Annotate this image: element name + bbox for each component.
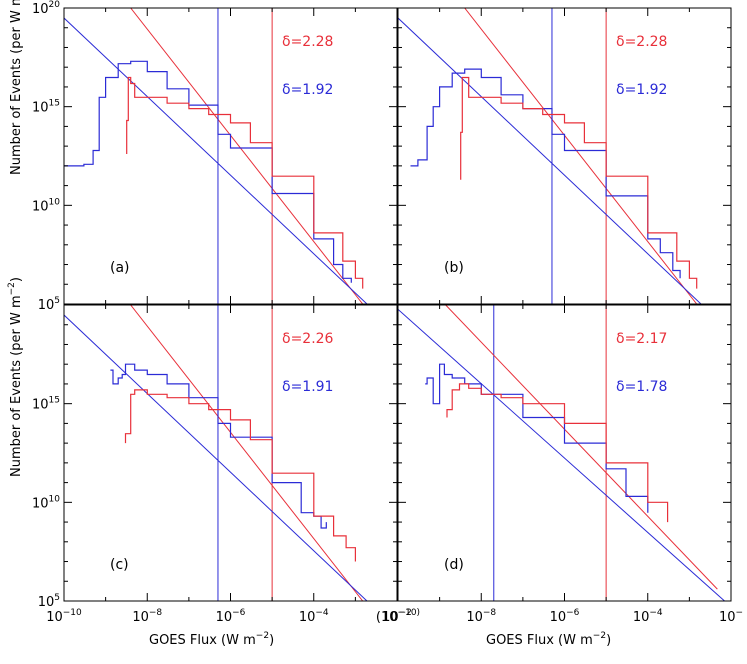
panel-1-plot-area bbox=[398, 8, 702, 304]
x-axis-title-left-sup: −2 bbox=[256, 631, 269, 641]
panel-2-delta-red: δ=2.26 bbox=[282, 331, 334, 347]
panel-1-series-blue bbox=[410, 68, 681, 279]
panel-1-delta-red: δ=2.28 bbox=[616, 34, 667, 50]
x-axis-title-right: GOES Flux (W m−2) bbox=[486, 631, 611, 648]
panel-0-ytick-label: 1015 bbox=[32, 99, 60, 116]
panel-0-ytick-label: 1010 bbox=[32, 197, 60, 214]
panel-0-ytick-label: 105 bbox=[38, 296, 60, 313]
panel-2-label: (c) bbox=[110, 557, 129, 573]
panel-2-delta-blue: δ=1.91 bbox=[282, 379, 333, 395]
panel-1-fit-blue bbox=[398, 17, 702, 304]
panel-0-ytick-label: 1020 bbox=[32, 0, 60, 17]
panel-2-ytick-label: 1010 bbox=[32, 494, 60, 511]
panel-2-ytick-label: 1015 bbox=[32, 396, 60, 413]
panel-2-fit-red bbox=[130, 305, 364, 601]
y-axis-title-sup: −2 bbox=[7, 282, 17, 295]
panel-3-fit-red bbox=[445, 305, 718, 590]
panel-1-label: (b) bbox=[444, 260, 464, 276]
panel-0-delta-red: δ=2.28 bbox=[282, 34, 333, 50]
x-axis-title-left-close: ) bbox=[269, 633, 274, 648]
panel-0-fit-red bbox=[130, 8, 364, 304]
x-tick-label-left: 10−8 bbox=[132, 608, 162, 625]
panel-2-plot-area bbox=[64, 305, 368, 601]
x-tick-label-left: 10−2 bbox=[382, 608, 412, 625]
x-axis-title-left: GOES Flux (W m−2) bbox=[149, 631, 274, 648]
panel-0-series-blue bbox=[64, 60, 352, 283]
y-axis-title: Number of Events (per W m−2) bbox=[7, 277, 24, 477]
x-tick-label-left: 10−4 bbox=[299, 608, 329, 625]
y-axis-title-top: Number of Events (per W m−2) bbox=[7, 0, 24, 175]
panel-0-series-red bbox=[126, 76, 364, 289]
panel-0-plot-area bbox=[64, 8, 368, 304]
panel-3-series-blue bbox=[425, 363, 649, 513]
panel-3-fit-blue bbox=[398, 309, 725, 601]
y-axis-title-close: ) bbox=[9, 277, 24, 282]
x-tick-label-left: 10−6 bbox=[216, 608, 246, 625]
x-axis-title-right-close: ) bbox=[606, 633, 611, 648]
x-axis-title-right-sup: −2 bbox=[593, 631, 606, 641]
panel-1-series-red bbox=[460, 76, 698, 289]
panel-3-plot-area bbox=[398, 305, 725, 601]
panel-2-fit-blue bbox=[64, 314, 368, 601]
x-tick-label-right: (10−10) bbox=[376, 608, 420, 625]
x-axis-title-right-text: GOES Flux (W m bbox=[486, 633, 593, 648]
x-tick-label-right: 10−6 bbox=[550, 608, 580, 625]
y-axis-title-top-text: Number of Events (per W m bbox=[9, 0, 24, 175]
panel-3-series-red bbox=[446, 383, 669, 523]
x-tick-label-left: 10−10 bbox=[46, 608, 82, 625]
panel-3-label: (d) bbox=[444, 557, 464, 573]
panel-0-fit-blue bbox=[64, 17, 368, 304]
panel-3-delta-blue: δ=1.78 bbox=[616, 379, 667, 395]
panel-1-fit-red bbox=[464, 8, 698, 304]
y-axis-title-text: Number of Events (per W m bbox=[9, 295, 24, 477]
x-tick-label-right: 10−8 bbox=[466, 608, 496, 625]
x-axis-title-left-text: GOES Flux (W m bbox=[149, 633, 256, 648]
panel-1-delta-blue: δ=1.92 bbox=[616, 82, 667, 98]
panel-0-delta-blue: δ=1.92 bbox=[282, 82, 333, 98]
x-tick-label-right: 10− bbox=[719, 608, 743, 625]
panel-2-ytick-label: 105 bbox=[38, 593, 60, 610]
panel-0-label: (a) bbox=[110, 260, 130, 276]
panel-3-delta-red: δ=2.17 bbox=[616, 331, 667, 347]
panel-2-series-red bbox=[124, 389, 356, 562]
x-tick-label-right: 10−4 bbox=[633, 608, 663, 625]
